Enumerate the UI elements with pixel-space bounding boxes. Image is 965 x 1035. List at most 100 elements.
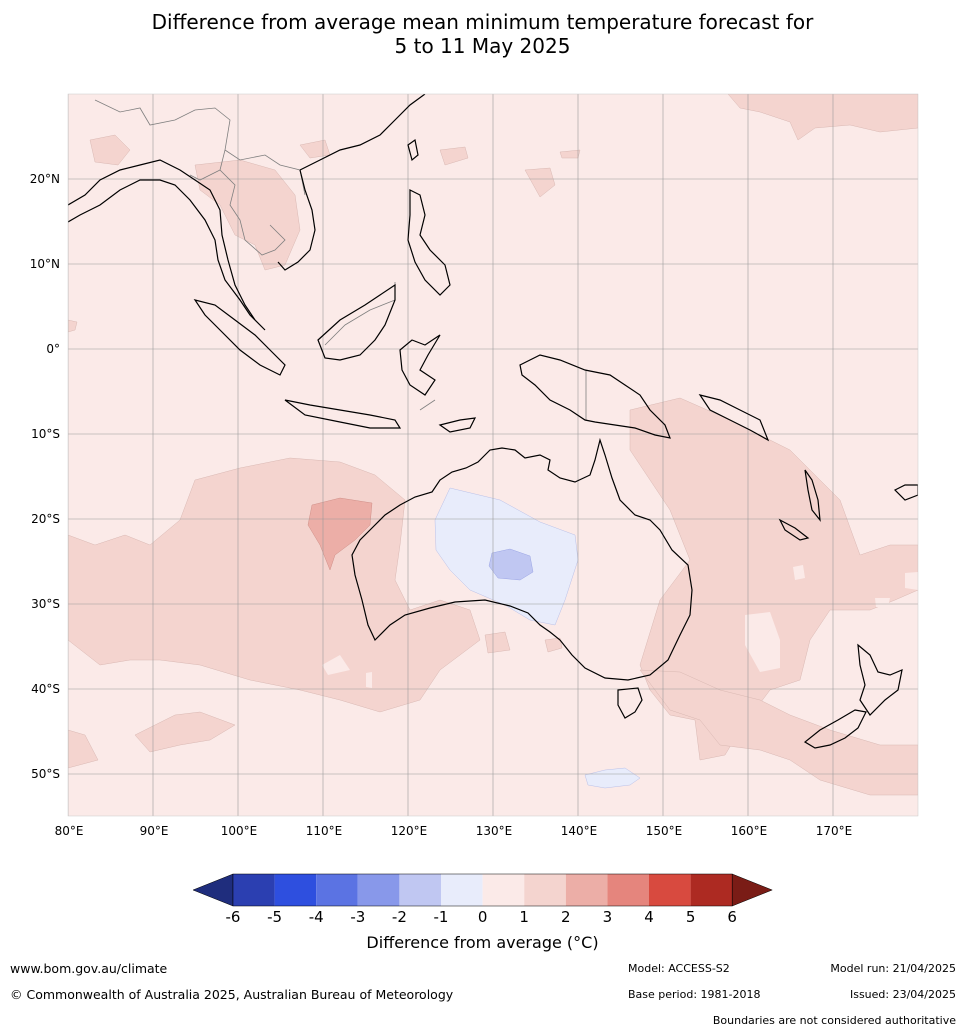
anomaly-1-to-2-regions — [68, 94, 918, 796]
colorbar-tick-label: 2 — [561, 908, 571, 926]
latitude-label: 50°S — [31, 767, 60, 781]
colorbar-label: Difference from average (°C) — [366, 933, 599, 952]
longitude-label: 80°E — [55, 824, 84, 838]
colorbar-tick-label: 5 — [686, 908, 696, 926]
issued-text: Issued: 23/04/2025 — [849, 988, 956, 1001]
anomaly-region-bay-of-bengal — [89, 134, 131, 166]
longitude-label: 140°E — [561, 824, 598, 838]
colorbar-tick-label: -5 — [267, 908, 282, 926]
latitude-label: 0° — [46, 342, 60, 356]
colorbar-swatch — [607, 874, 649, 906]
latitude-label: 30°S — [31, 597, 60, 611]
fiji-coastline — [893, 484, 918, 501]
java-coastline — [284, 399, 402, 429]
anomaly-region-philippine-sea — [439, 146, 469, 166]
sulawesi-coastline — [399, 334, 441, 396]
colorbar-swatch — [441, 874, 483, 906]
longitude-label: 170°E — [816, 824, 853, 838]
longitude-labels: 80°E 90°E 100°E 110°E 120°E 130°E 140°E 150°E 16… — [55, 824, 853, 838]
colorbar-tick-label: -1 — [434, 908, 449, 926]
anomaly-region-north-pacific — [727, 94, 918, 141]
colorbar-tick-label: -6 — [226, 908, 241, 926]
anomaly-region-minus1-to-0-southern-ocean — [584, 767, 641, 789]
sumatra-coastline — [193, 299, 286, 376]
longitude-label: 150°E — [646, 824, 683, 838]
colorbar-extend-high — [731, 873, 773, 907]
longitude-label: 130°E — [476, 824, 513, 838]
colorbar-swatch — [274, 874, 317, 906]
colorbar-tick-label: 1 — [519, 908, 529, 926]
anomaly-region-2-to-3-west-australia — [307, 497, 373, 571]
longitude-label: 110°E — [306, 824, 343, 838]
anomaly-region-indian-ocean — [68, 457, 481, 713]
colorbar-tick-label: 0 — [478, 908, 488, 926]
solomons-coastline — [698, 394, 770, 442]
latitude-labels: 20°N 10°N 0° 10°S 20°S 30°S 40°S 50°S — [30, 172, 60, 781]
longitude-label: 160°E — [731, 824, 768, 838]
latitude-label: 10°N — [30, 257, 60, 271]
new-zealand-north-coastline — [857, 643, 903, 716]
disclaimer-text: Boundaries are not considered authoritat… — [712, 1014, 956, 1027]
colorbar-swatch — [399, 874, 441, 906]
colorbar-tick-label: 4 — [644, 908, 654, 926]
latitude-label: 10°S — [31, 427, 60, 441]
anomaly-region-coral-sea — [629, 397, 918, 761]
colorbar-swatch — [316, 874, 358, 906]
colorbar-swatch — [233, 874, 275, 906]
latitude-label: 40°S — [31, 682, 60, 696]
longitude-label: 120°E — [391, 824, 428, 838]
new-guinea-coastline — [519, 354, 671, 439]
vanuatu-coastline — [804, 469, 821, 522]
anomaly-region-south-indian — [68, 729, 99, 769]
anomaly-region-southern-band — [134, 711, 236, 753]
anomaly-region-tasman — [639, 669, 918, 796]
china-coastline — [299, 94, 426, 171]
colorbar-tick-label: -2 — [392, 908, 407, 926]
colorbar-tick-label: -3 — [350, 908, 365, 926]
taiwan-coastline — [407, 138, 419, 162]
model-run-text: Model run: 21/04/2025 — [830, 962, 956, 975]
graticule — [68, 94, 918, 816]
colorbar-swatch — [524, 874, 566, 906]
latitude-label: 20°N — [30, 172, 60, 186]
timor-coastline — [438, 417, 477, 433]
title-line-2: 5 to 11 May 2025 — [394, 34, 571, 58]
tasmania-coastline — [617, 687, 643, 719]
map-frame — [67, 93, 919, 817]
colorbar-swatch — [482, 874, 525, 906]
anomaly-region-pacific-1 — [524, 167, 556, 198]
copyright-text: © Commonwealth of Australia 2025, Austra… — [10, 987, 454, 1002]
colorbar-swatch — [565, 874, 608, 906]
colorbar: -6 -5 -4 -3 -2 -1 0 1 2 3 4 5 6 — [192, 873, 773, 926]
latitude-label: 20°S — [31, 512, 60, 526]
website-link[interactable]: www.bom.gov.au/climate — [10, 961, 168, 976]
longitude-label: 90°E — [140, 824, 169, 838]
anomaly-region-minus2-to-minus1-central-australia — [488, 548, 534, 581]
colorbar-frame — [232, 873, 733, 907]
title-line-1: Difference from average mean minimum tem… — [151, 10, 814, 34]
vietnam-coastline — [277, 169, 316, 271]
colorbar-tick-label: -4 — [309, 908, 324, 926]
new-zealand-south-coastline — [803, 709, 867, 749]
australia-coastline — [351, 437, 693, 681]
philippines-coastline — [407, 189, 451, 296]
borneo-coastline — [317, 283, 396, 361]
coastlines — [68, 94, 918, 749]
colorbar-extend-low — [192, 873, 234, 907]
longitude-label: 100°E — [221, 824, 258, 838]
colorbar-swatch — [649, 874, 691, 906]
base-period-text: Base period: 1981-2018 — [628, 988, 761, 1001]
model-text: Model: ACCESS-S2 — [628, 962, 730, 975]
indochina-coastline — [68, 159, 266, 331]
anomaly-region-bight — [484, 631, 511, 654]
colorbar-tick-label: 6 — [727, 908, 737, 926]
colorbar-swatch — [690, 874, 733, 906]
new-caledonia-coastline — [778, 518, 810, 541]
colorbar-tick-label: 3 — [603, 908, 613, 926]
colorbar-swatch — [357, 874, 400, 906]
anomaly-region-indian-west — [68, 319, 78, 333]
anomaly-region-bight-2 — [544, 637, 563, 653]
map-title: Difference from average mean minimum tem… — [0, 10, 965, 58]
anomaly-0-to-1-holes — [322, 565, 918, 688]
